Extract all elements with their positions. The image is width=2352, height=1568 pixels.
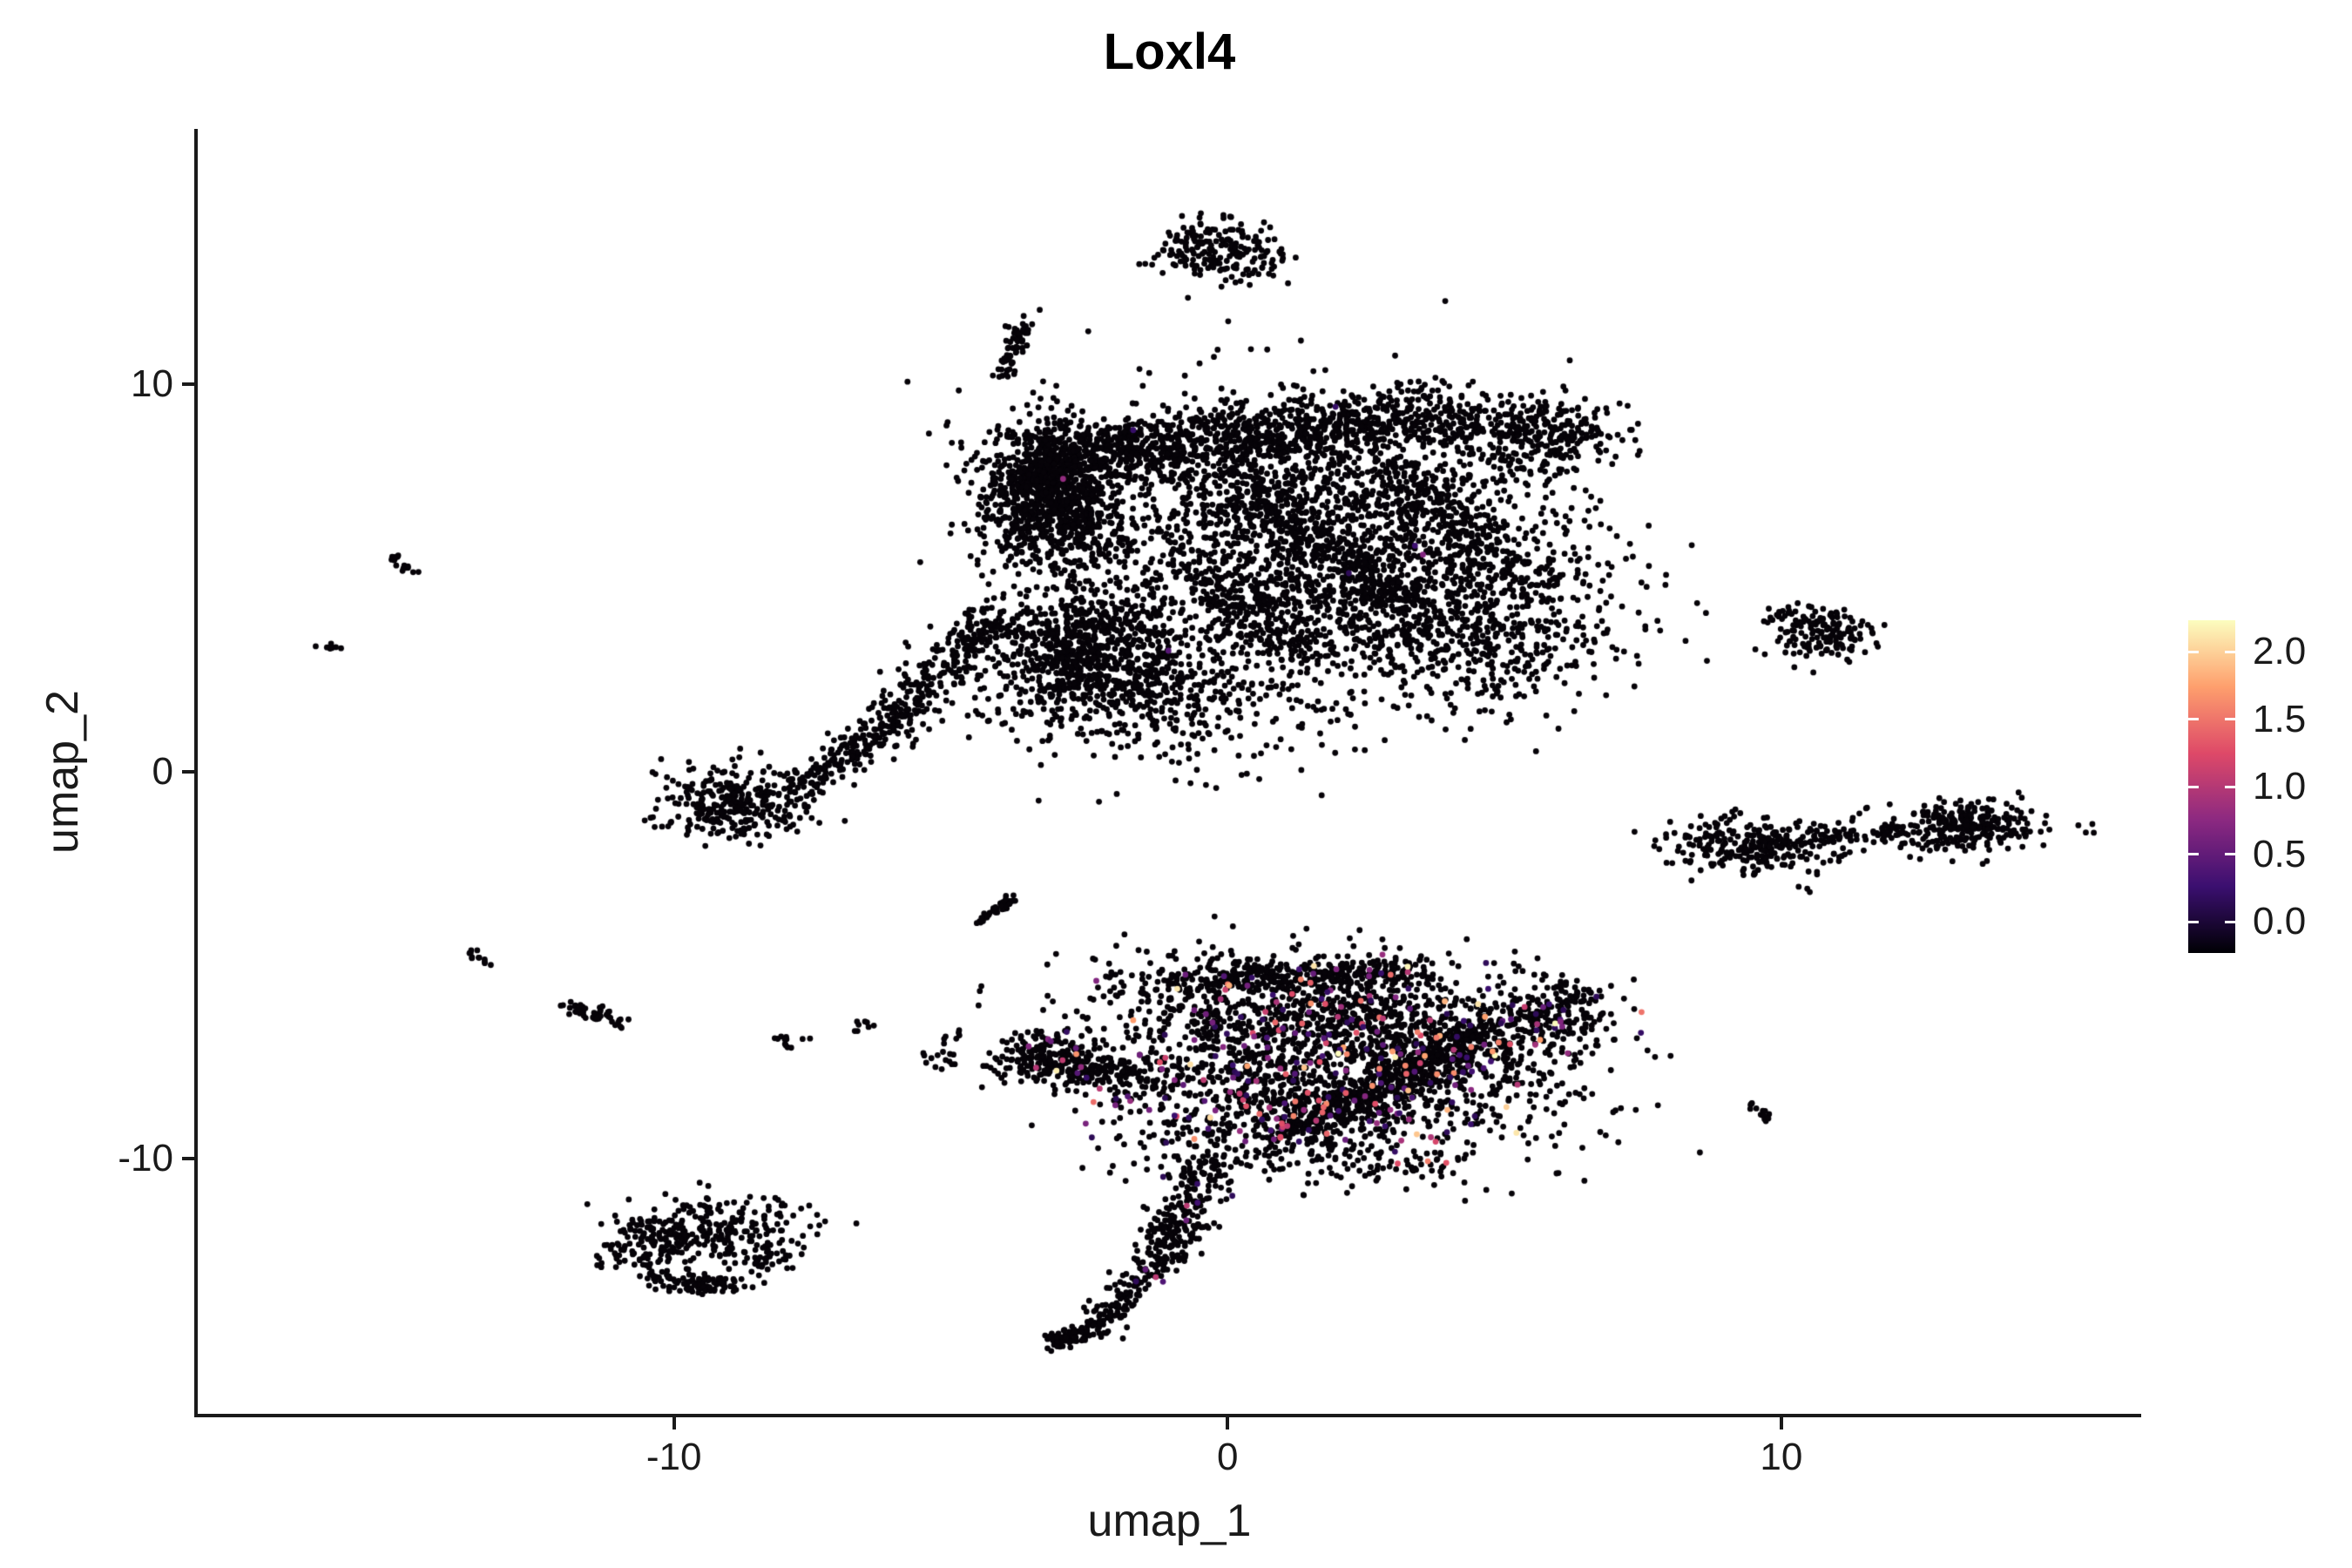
x-axis-tick-mark — [1779, 1417, 1783, 1429]
y-axis-tick-mark — [182, 769, 194, 774]
x-axis-tick-mark — [672, 1417, 676, 1429]
colorbar-tick-mark — [2188, 920, 2199, 923]
expression-colorbar-legend: 2.0 1.5 1.0 0.5 0.0 — [2188, 620, 2352, 986]
colorbar-tick-label: 0.0 — [2253, 900, 2307, 943]
y-axis-tick-mark — [182, 1156, 194, 1160]
y-axis-tick-label: 0 — [152, 749, 173, 793]
colorbar-tick-mark — [2225, 920, 2235, 923]
x-axis-tick-label: 0 — [1216, 1436, 1239, 1478]
x-axis-tick-label: 10 — [1760, 1436, 1803, 1478]
colorbar-tick-mark — [2225, 650, 2235, 653]
scatter-canvas — [198, 129, 2141, 1414]
colorbar-tick-mark — [2225, 785, 2235, 788]
y-axis-label: umap_2 — [37, 690, 88, 854]
y-axis-tick-mark — [182, 382, 194, 387]
y-axis-tick-label: 10 — [131, 362, 173, 406]
colorbar-tick-mark — [2225, 853, 2235, 855]
colorbar-tick-mark — [2188, 650, 2199, 653]
colorbar-tick-label: 2.0 — [2253, 630, 2307, 672]
colorbar-tick-mark — [2188, 853, 2199, 855]
plot-panel: -10 0 10 10 0 -10 — [118, 129, 2141, 1478]
x-axis-label: umap_1 — [1087, 1496, 1252, 1546]
plot-title: Loxl4 — [1103, 24, 1236, 80]
colorbar-tick-mark — [2188, 718, 2199, 720]
colorbar-tick-label: 0.5 — [2253, 832, 2307, 875]
x-axis-tick-mark — [1226, 1417, 1230, 1429]
colorbar-tick-mark — [2188, 785, 2199, 788]
x-axis-tick-label: -10 — [645, 1436, 702, 1478]
colorbar-tick-label: 1.0 — [2253, 765, 2307, 808]
colorbar-tick-label: 1.5 — [2253, 697, 2307, 740]
colorbar-tick-mark — [2225, 718, 2235, 720]
y-axis-tick-label: -10 — [118, 1136, 173, 1179]
